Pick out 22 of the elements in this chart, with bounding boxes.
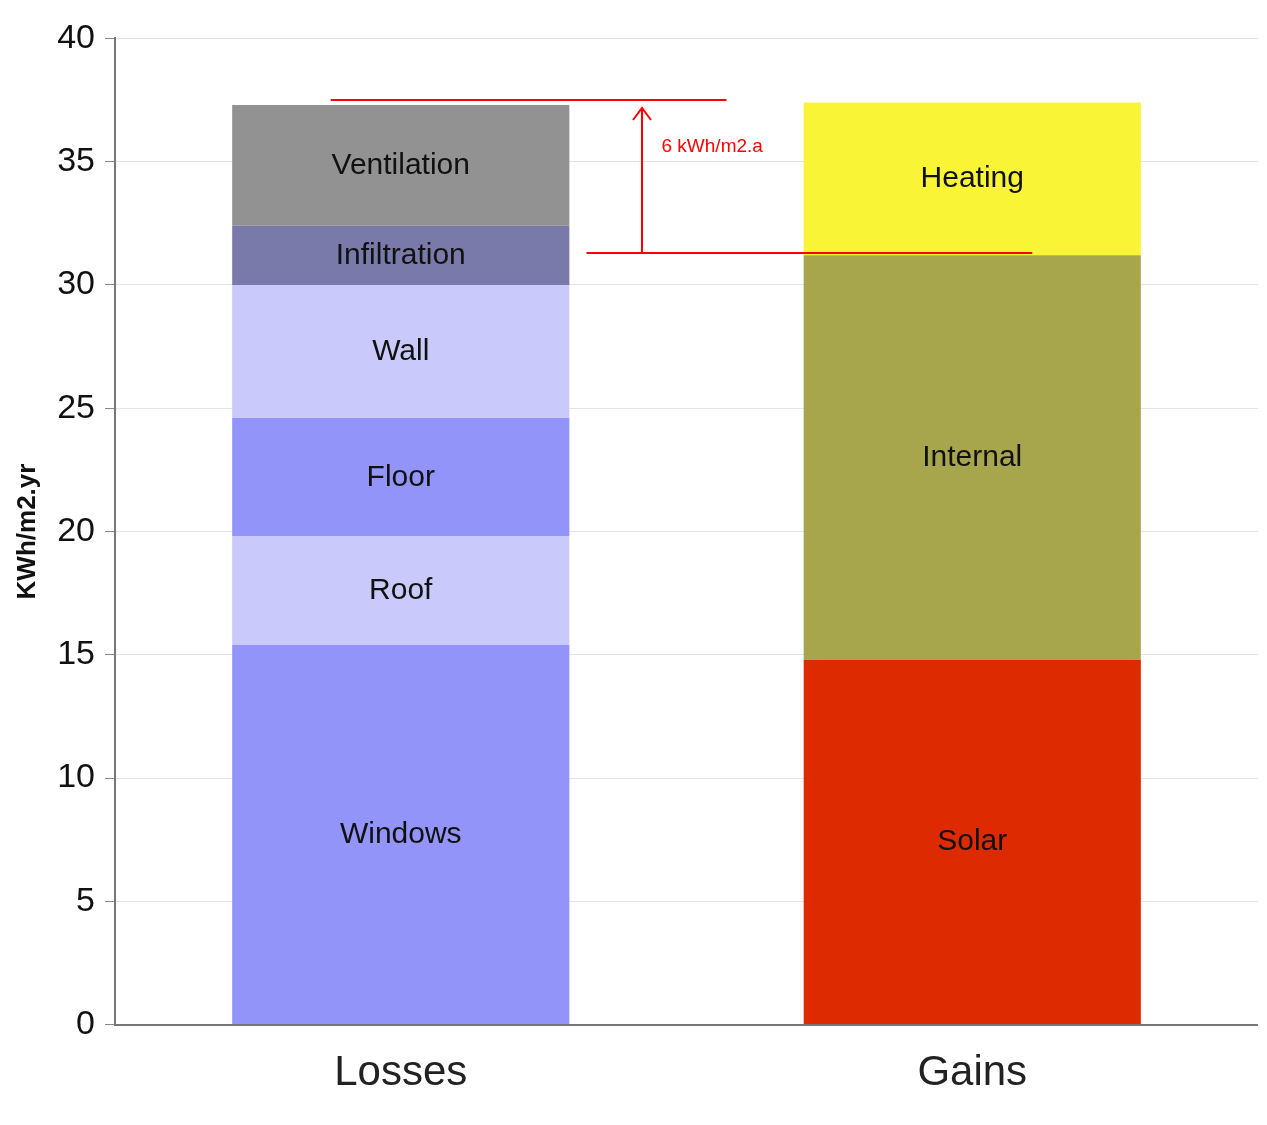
y-tick-label: 10: [57, 756, 96, 795]
series-label: Solar: [937, 823, 1008, 857]
series-label: Infiltration: [335, 236, 466, 270]
series-label: Windows: [339, 815, 462, 849]
series-label: Internal: [922, 438, 1023, 472]
y-tick-label: 15: [57, 633, 96, 672]
annotation: 6 kWh/m2.a: [661, 134, 764, 156]
y-tick-label: 0: [76, 1002, 96, 1041]
y-tick-label: 35: [57, 140, 96, 179]
y-tick-label: 25: [57, 386, 96, 425]
x-tick-label: Losses: [334, 1047, 468, 1095]
x-tick-label: Gains: [917, 1047, 1028, 1095]
y-tick-label: 20: [57, 509, 96, 548]
series-label: Wall: [372, 332, 430, 366]
y-tick-label: 5: [76, 879, 96, 918]
series-label: Floor: [366, 458, 435, 492]
series-label: Heating: [920, 160, 1024, 194]
series-label: Roof: [369, 571, 434, 605]
y-tick-label: 30: [57, 263, 96, 302]
y-axis-title: KWh/m2.yr: [10, 463, 41, 600]
series-label: Ventilation: [331, 146, 470, 180]
y-tick-label: 40: [57, 16, 96, 55]
